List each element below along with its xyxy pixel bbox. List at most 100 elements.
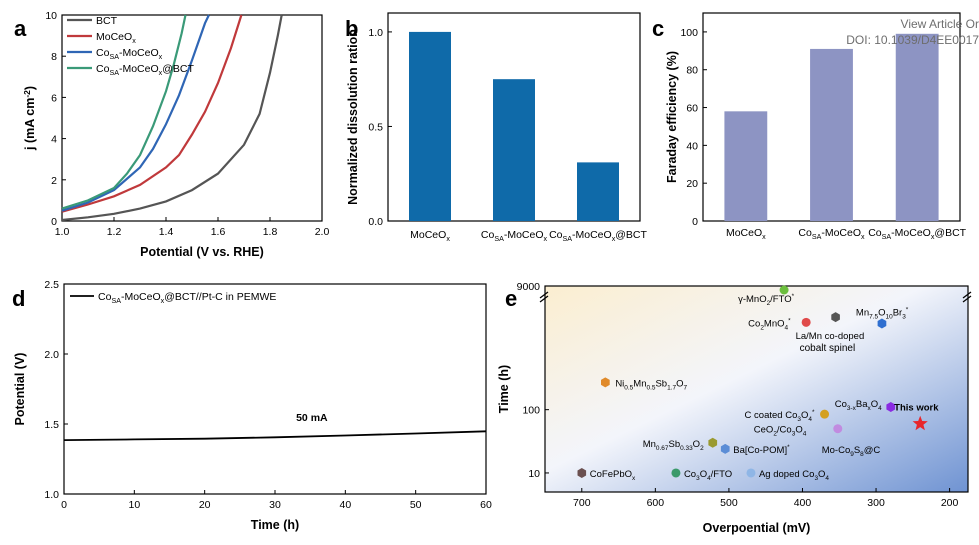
panel-a-xtick-label: 2.0 bbox=[315, 226, 330, 238]
panel-e-point-marker bbox=[779, 285, 789, 295]
panel-e-point-label-part: Ba bbox=[856, 399, 868, 410]
panel-c-category-label-part: -MoCeO bbox=[821, 227, 861, 239]
panel-a-legend-label-part: x bbox=[159, 53, 163, 61]
panel-e-point-label: Ba[Co-POM]* bbox=[733, 444, 790, 456]
panel-b-category-label: MoCeOx bbox=[410, 229, 450, 243]
panel-b-category-label-part: SA bbox=[563, 235, 573, 243]
panel-a-legend-label-part: x bbox=[159, 69, 163, 77]
panel-b-ytick-label: 0.0 bbox=[368, 216, 383, 228]
panel-c-category-label-part: Co bbox=[868, 227, 882, 239]
panel-d-series-line bbox=[63, 430, 487, 441]
panel-b-ytick-label: 1.0 bbox=[368, 27, 383, 39]
panel-a-legend-label-part: Co bbox=[96, 47, 110, 59]
panel-e-point-marker bbox=[577, 468, 587, 478]
panel-c-ylabel: Faraday efficiency (%) bbox=[665, 51, 679, 183]
panel-a-legend-label: CoSA-MoCeOx@BCT bbox=[96, 63, 194, 77]
panel-e-point-label-part: Ni bbox=[615, 378, 624, 389]
panel-a-legend-label: MoCeOx bbox=[96, 31, 136, 45]
panel-e-point-marker bbox=[886, 402, 896, 412]
panel-d-ytick-label: 1.0 bbox=[44, 489, 59, 501]
panel-e-point-label-part: 0.67 bbox=[656, 445, 669, 452]
panel-d-legend-label-part: -MoCeO bbox=[121, 291, 161, 303]
panel-c-category-label-part: Co bbox=[798, 227, 812, 239]
panel-e-point-label-part: 9 bbox=[850, 451, 854, 458]
panel-e-point-label-part: 3 bbox=[792, 431, 796, 438]
panel-e-ytick-label: 100 bbox=[522, 405, 540, 417]
panel-a-series-line bbox=[61, 14, 243, 213]
panel-e-point-marker bbox=[671, 468, 681, 478]
panel-e-axis-break-mark bbox=[962, 295, 972, 303]
panel-e-point-label-part: CoFePbO bbox=[590, 469, 632, 480]
panel-a-xtick-label: 1.6 bbox=[211, 226, 226, 238]
panel-e-point-label-part: 10 bbox=[886, 313, 894, 320]
panel-c-ytick-label: 40 bbox=[686, 140, 698, 152]
panel-a-legend-label: BCT bbox=[96, 15, 118, 27]
panel-e-point-label-part: 0.33 bbox=[680, 445, 693, 452]
panel-c-category-label: CoSA-MoCeOx bbox=[798, 227, 865, 241]
panel-e-point-label-part: 1.7 bbox=[667, 384, 676, 391]
panel-c-ytick-label: 100 bbox=[680, 27, 698, 39]
panel-e-point-label-part: O bbox=[700, 469, 707, 480]
panel-e-point-label-part: 2 bbox=[700, 445, 704, 452]
panel-d-legend-label-part: Co bbox=[98, 291, 112, 303]
panel-e-point-label-part: 2 bbox=[760, 324, 764, 331]
panel-e-point-label: γ-MnO2/FTO* bbox=[738, 293, 795, 307]
panel-e-point-label-part: 2 bbox=[773, 431, 777, 438]
panel-e-point-label-part: 3 bbox=[797, 416, 801, 423]
panel-e-point-label-part: 7.5 bbox=[869, 313, 878, 320]
watermark-doi[interactable]: DOI: 10.1039/D4EE0017 bbox=[846, 33, 979, 47]
watermark[interactable]: View Article Or DOI: 10.1039/D4EE0017 bbox=[846, 16, 979, 48]
panel-e-axis-break-mark bbox=[539, 291, 549, 299]
panel-e-point-label-part: * bbox=[788, 317, 791, 324]
panel-d-plot-frame bbox=[63, 283, 487, 495]
panel-e-point-label-part: O bbox=[795, 425, 802, 436]
panel-c-bar bbox=[724, 111, 768, 221]
panel-e-point-marker bbox=[801, 317, 811, 327]
panel-e-point-label-part: 4 bbox=[707, 475, 711, 482]
panel-d-ytick-label: 2.5 bbox=[44, 279, 59, 291]
panel-e-point-label: Co3-xBaxO4 bbox=[835, 399, 882, 412]
panel-a-legend-label-part: -MoCeO bbox=[119, 63, 159, 75]
panel-e-point-label-part: Ba[Co-POM] bbox=[733, 445, 787, 456]
panel-e-point-label-part: 3-x bbox=[847, 405, 857, 412]
panel-b-bar bbox=[493, 79, 535, 221]
panel-d-legend-label-part: x bbox=[161, 297, 165, 305]
panel-e-point-label-part: MnO bbox=[764, 318, 785, 329]
panel-b-category-label-part: -MoCeO bbox=[572, 229, 612, 241]
panel-b-category-label-part: MoCeO bbox=[410, 229, 446, 241]
panel-c-category-label-part: -MoCeO bbox=[891, 227, 931, 239]
watermark-view-article[interactable]: View Article Or bbox=[900, 17, 979, 31]
panel-a-legend-label-part: MoCeO bbox=[96, 31, 132, 43]
panel-e-point-label-part: 4 bbox=[808, 416, 812, 423]
panel-e-point-label-part: /FTO bbox=[711, 469, 732, 480]
panel-e-point-marker bbox=[746, 468, 756, 478]
panel-b-category-label-part: -MoCeO bbox=[504, 229, 544, 241]
panel-e-ylabel: Time (h) bbox=[497, 365, 511, 413]
panel-e-ytick-label: 9000 bbox=[517, 281, 541, 293]
panel-e-xtick-label: 400 bbox=[794, 497, 812, 509]
panel-b-ylabel: Normalized dissolution ration bbox=[346, 29, 360, 205]
panel-e-point-label-part: γ-MnO bbox=[738, 294, 767, 305]
panel-e-xtick-label: 700 bbox=[573, 497, 591, 509]
panel-e-gradient-background bbox=[545, 286, 968, 492]
panel-e-point-marker bbox=[833, 424, 843, 434]
figure-caption bbox=[0, 532, 979, 545]
panel-b-bar bbox=[577, 162, 619, 221]
panel-e-ytick-label: 10 bbox=[528, 468, 540, 480]
panel-e-point-label-part: 2 bbox=[767, 300, 771, 307]
panel-e-point-marker bbox=[877, 318, 887, 329]
panel-e-point-label-part: 7 bbox=[683, 384, 687, 391]
panel-e-point-label-part: 4 bbox=[825, 475, 829, 482]
panel-b-category-label-part: x bbox=[612, 235, 616, 243]
panel-e-point-label-part: Mn bbox=[633, 378, 646, 389]
panel-d-letter: d bbox=[12, 286, 25, 311]
panel-e-point-marker bbox=[708, 437, 718, 448]
panel-e-axis-break-mark bbox=[539, 295, 549, 303]
panel-b-category-label-part: x bbox=[544, 235, 548, 243]
panel-e-point-label-part: S bbox=[854, 445, 860, 456]
panel-e-point-label-part: Mn bbox=[856, 307, 869, 318]
panel-e-point-label-part: 3 bbox=[814, 475, 818, 482]
panel-a-legend-label-part: Co bbox=[96, 63, 110, 75]
panel-e-point-label-part: Br bbox=[893, 307, 903, 318]
panel-e-point-label-part: 4 bbox=[878, 405, 882, 412]
